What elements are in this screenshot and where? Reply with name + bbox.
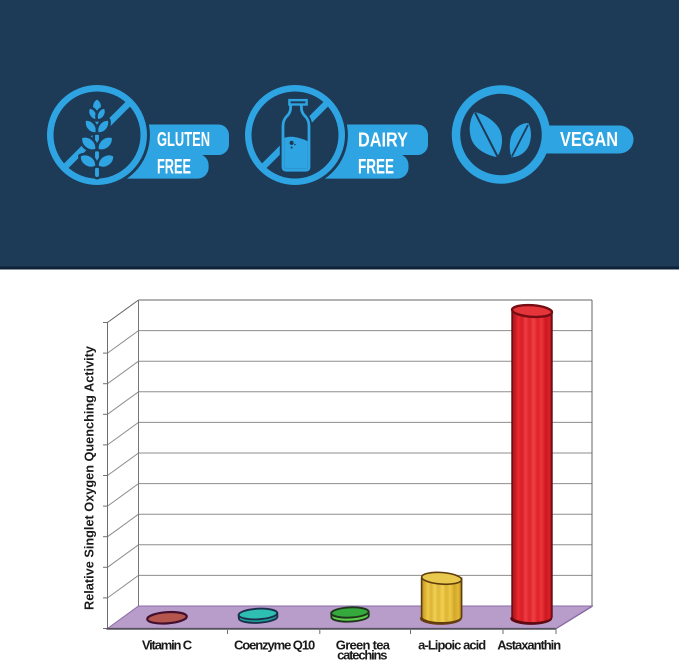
- svg-text:Relative Singlet Oxygen Quench: Relative Singlet Oxygen Quenching Activi…: [82, 345, 97, 610]
- svg-text:FREE: FREE: [358, 156, 394, 179]
- svg-text:catechins: catechins: [337, 648, 387, 663]
- svg-text:a-Lipoic acid: a-Lipoic acid: [418, 638, 486, 653]
- svg-text:Coenzyme Q10: Coenzyme Q10: [234, 638, 315, 653]
- svg-text:FREE: FREE: [157, 156, 191, 179]
- svg-text:Vitamin C: Vitamin C: [142, 638, 193, 653]
- svg-text:DAIRY: DAIRY: [358, 130, 409, 152]
- svg-text:VEGAN: VEGAN: [560, 129, 618, 151]
- svg-text:Green tea: Green tea: [336, 638, 391, 653]
- svg-text:GLUTEN: GLUTEN: [157, 129, 210, 151]
- svg-text:Astaxanthin: Astaxanthin: [497, 638, 561, 653]
